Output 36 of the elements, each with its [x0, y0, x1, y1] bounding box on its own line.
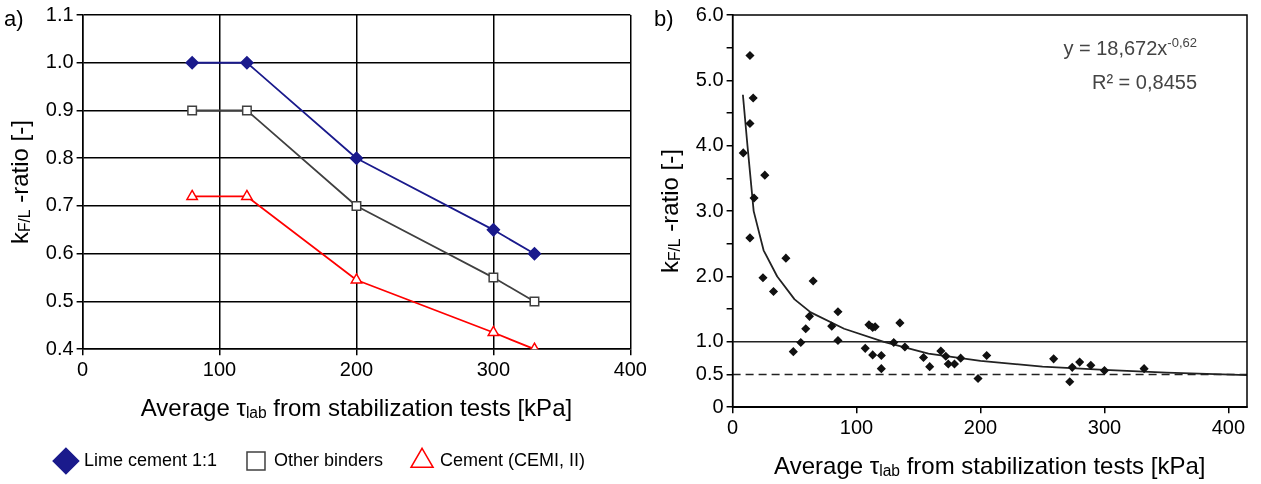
y-axis-title: kF/L -ratio [-]: [656, 149, 684, 274]
y-tick-label: 2.0: [695, 263, 724, 286]
x-tick-label: 0: [77, 357, 89, 380]
y-tick-label: 0.8: [45, 145, 74, 168]
y-tick-label: 3.0: [695, 198, 724, 221]
x-tick-label: 300: [1087, 415, 1122, 438]
x-tick-label: 100: [839, 415, 874, 438]
x-tick-label: 400: [1211, 415, 1246, 438]
x-tick-label: 300: [476, 357, 511, 380]
chart-title: a): [4, 6, 24, 31]
y-tick-label: 6.0: [695, 2, 724, 25]
y-tick-label: 1.1: [45, 2, 74, 25]
x-tick-label: 0: [727, 415, 739, 438]
legend-label: Other binders: [274, 449, 384, 470]
x-tick-label: 100: [202, 357, 237, 380]
y-tick-label: 1.0: [45, 50, 74, 73]
chart-title: b): [654, 6, 674, 31]
y-tick-label: 0.5: [695, 362, 724, 385]
x-tick-label: 200: [963, 415, 998, 438]
x-tick-label: 400: [613, 357, 647, 380]
y-tick-label: 1.0: [695, 329, 724, 352]
y-tick-label: 0: [712, 394, 724, 417]
legend-label: Cement (CEMI, II): [440, 449, 586, 470]
x-axis-title: Average τlab from stabilization tests [kPa]: [774, 452, 1206, 480]
y-tick-label: 0.4: [45, 336, 74, 359]
y-tick-label: 0.5: [45, 288, 74, 311]
y-axis-title: kF/L -ratio [-]: [6, 120, 34, 245]
y-tick-label: 4.0: [695, 133, 724, 156]
y-tick-label: 0.6: [45, 241, 74, 264]
legend-label: Lime cement 1:1: [83, 449, 218, 470]
y-tick-label: 5.0: [695, 67, 724, 90]
x-axis-title: Average τlab from stabilization tests [kPa]: [140, 394, 573, 422]
y-tick-label: 0.7: [45, 193, 74, 216]
y-tick-label: 0.9: [45, 98, 74, 120]
x-tick-label: 200: [339, 357, 374, 380]
annotation: R² = 0,8455: [1091, 71, 1198, 93]
